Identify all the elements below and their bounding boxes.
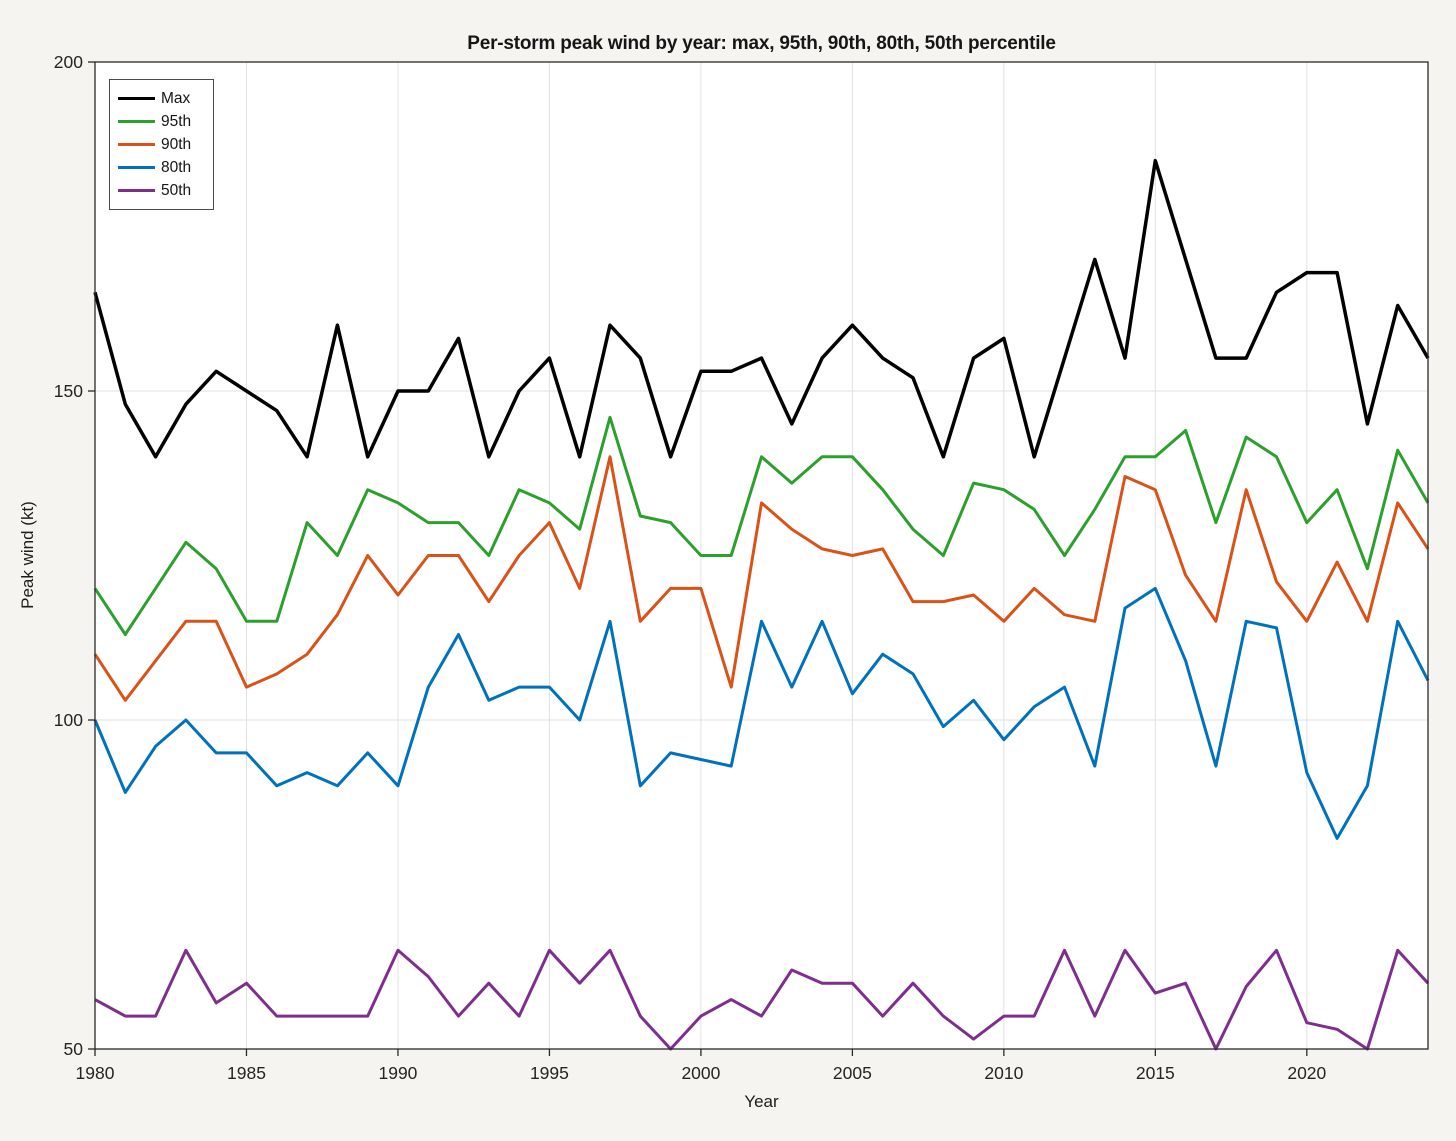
x-tick-label: 2010	[984, 1063, 1023, 1083]
y-axis-label: Peak wind (kt)	[18, 501, 37, 609]
series-line-50th	[94, 948, 1430, 1051]
legend-label: Max	[161, 89, 191, 107]
plot-border	[94, 61, 1429, 1050]
y-tick-label: 150	[54, 381, 83, 401]
series-line-95th	[93, 415, 1430, 636]
x-tick-label: 1990	[378, 1063, 417, 1083]
y-tick-label: 100	[54, 710, 83, 730]
legend-item-50th: 50th	[118, 179, 203, 202]
legend-label: 95th	[161, 112, 192, 130]
x-tick-label: 2015	[1136, 1063, 1175, 1083]
legend-item-max: Max	[118, 87, 203, 110]
y-tick-label: 200	[54, 52, 83, 72]
legend-label: 80th	[161, 158, 192, 176]
legend-item-90th: 90th	[118, 133, 203, 156]
chart-title: Per-storm peak wind by year: max, 95th, …	[467, 33, 1056, 54]
legend: Max 95th 90th 80th 50th	[109, 79, 214, 210]
series-line-90th	[93, 455, 1430, 702]
legend-line-sample	[118, 143, 155, 146]
legend-item-95th: 95th	[118, 110, 203, 133]
x-tick-label: 2005	[833, 1063, 872, 1083]
legend-label: 50th	[161, 181, 192, 199]
x-tick-label: 1980	[76, 1063, 115, 1083]
y-tick-label: 50	[64, 1039, 84, 1059]
x-axis-label: Year	[744, 1092, 779, 1111]
legend-line-sample	[118, 120, 155, 123]
x-tick-label: 1995	[530, 1063, 569, 1083]
legend-line-sample	[118, 96, 155, 101]
plot-area	[95, 62, 1428, 1049]
legend-label: 90th	[161, 135, 192, 153]
legend-line-sample	[118, 166, 155, 169]
x-tick-label: 2020	[1287, 1063, 1326, 1083]
legend-item-80th: 80th	[118, 156, 203, 179]
x-tick-label: 2000	[681, 1063, 720, 1083]
x-tick-label: 1985	[227, 1063, 266, 1083]
series-line-max	[93, 158, 1430, 459]
legend-line-sample	[118, 189, 155, 192]
series-line-80th	[93, 586, 1430, 840]
